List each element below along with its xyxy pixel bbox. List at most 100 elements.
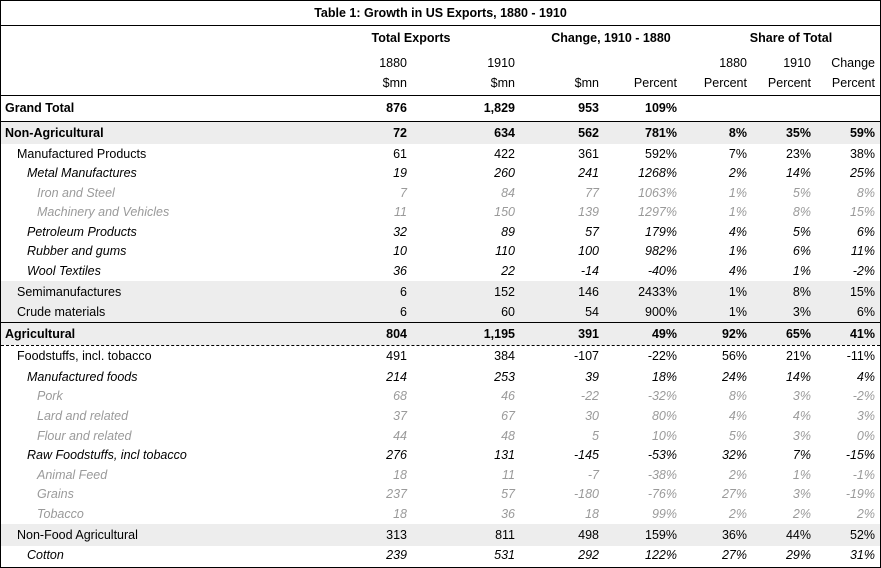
group-share: Share of Total — [749, 31, 833, 45]
cell-share-change: 4% — [856, 370, 875, 384]
cell-share-change: 31% — [849, 548, 875, 562]
table-row: Flour and related 44 48 5 10% 5% 3% 0% — [1, 426, 880, 446]
row-label: Manufactured Products — [17, 147, 147, 161]
cell-change-mn: 39 — [585, 370, 599, 384]
cell-change-mn: 498 — [578, 528, 599, 542]
cell-change-mn: 391 — [578, 327, 599, 341]
cell-share-1910: 5% — [792, 225, 811, 239]
cell-share-1910: 1% — [792, 264, 811, 278]
cell-share-1880: 32% — [721, 448, 747, 462]
table-row: Agricultural 804 1,195 391 49% 92% 65% 41% — [1, 322, 880, 345]
cell-change-pct: -53% — [647, 448, 677, 462]
cell-share-change: -2% — [852, 264, 875, 278]
cell-share-1880: 7% — [728, 147, 747, 161]
cell-1880: 237 — [386, 487, 407, 501]
cell-change-pct: -40% — [647, 264, 677, 278]
cell-1880: 36 — [393, 264, 407, 278]
cell-1880: 19 — [393, 166, 407, 180]
row-label: Non-Food Agricultural — [17, 528, 138, 542]
cell-1910: 22 — [501, 264, 515, 278]
table-row: Raw Foodstuffs, incl tobacco 276 131 -145 -5… — [1, 446, 880, 465]
col-unit-share-change: Percent — [831, 76, 875, 90]
cell-change-pct: 1268% — [638, 166, 677, 180]
row-label: Non-Agricultural — [5, 126, 104, 140]
table-row: Grains 237 57 -180 -76% 27% 3% -19% — [1, 485, 880, 504]
cell-share-1880: 8% — [728, 389, 747, 403]
cell-1880: 18 — [393, 507, 407, 521]
cell-1880: 6 — [400, 285, 407, 299]
cell-1880: 276 — [386, 448, 407, 462]
cell-1910: 131 — [494, 448, 515, 462]
row-label: Lard and related — [37, 409, 129, 423]
cell-change-pct: 900% — [645, 305, 677, 319]
cell-share-change: -1% — [852, 468, 875, 482]
table-row: Rubber and gums 10 110 100 982% 1% 6% 11% — [1, 242, 880, 261]
cell-share-1880: 2% — [728, 166, 747, 180]
col-unit-1880: $mn — [382, 76, 407, 90]
cell-1880: 7 — [400, 186, 407, 200]
cell-share-1910: 1% — [792, 468, 811, 482]
cell-share-1880: 27% — [721, 487, 747, 501]
cell-1910: 36 — [501, 507, 515, 521]
cell-share-1910: 21% — [785, 349, 811, 363]
table-row: Petroleum Products 32 89 57 179% 4% 5% 6% — [1, 222, 880, 242]
cell-share-1880: 27% — [721, 548, 747, 562]
cell-1880: 876 — [386, 101, 407, 115]
row-label: Iron and Steel — [37, 186, 115, 200]
cell-share-1910: 65% — [785, 327, 811, 341]
cell-1880: 491 — [386, 349, 407, 363]
cell-change-pct: 122% — [645, 548, 677, 562]
col-header-1910: 1910 — [487, 56, 515, 70]
cell-1880: 72 — [393, 126, 407, 140]
col-unit-change-pct: Percent — [633, 76, 677, 90]
cell-1910: 634 — [494, 126, 515, 140]
cell-share-change: -19% — [845, 487, 875, 501]
cell-1880: 32 — [393, 225, 407, 239]
row-label: Flour and related — [37, 429, 132, 443]
cell-share-change: 59% — [849, 126, 875, 140]
cell-1910: 150 — [494, 205, 515, 219]
cell-share-1880: 36% — [721, 528, 747, 542]
cell-share-1910: 8% — [792, 205, 811, 219]
cell-1910: 46 — [501, 389, 515, 403]
row-label: Wool Textiles — [27, 264, 101, 278]
cell-change-mn: 5 — [592, 429, 599, 443]
cell-share-1880: 24% — [721, 370, 747, 384]
cell-share-1880: 1% — [728, 205, 747, 219]
cell-change-pct: 592% — [645, 147, 677, 161]
cell-change-mn: 953 — [578, 101, 599, 115]
group-change: Change, 1910 - 1880 — [551, 31, 671, 45]
cell-change-pct: -22% — [647, 349, 677, 363]
table-row: Manufactured Products 61 422 361 592% 7% 23% 38… — [1, 144, 880, 164]
cell-change-mn: -145 — [573, 448, 599, 462]
table-row: Tobacco 18 36 18 99% 2% 2% 2% — [1, 504, 880, 524]
cell-1880: 10 — [393, 244, 407, 258]
cell-share-change: 15% — [849, 285, 875, 299]
cell-share-change: 3% — [856, 409, 875, 423]
cell-share-1880: 2% — [728, 507, 747, 521]
col-header-share-1910: 1910 — [783, 56, 811, 70]
cell-1880: 6 — [400, 305, 407, 319]
cell-share-1910: 6% — [792, 244, 811, 258]
row-label: Rubber and gums — [27, 244, 127, 258]
cell-1880: 11 — [394, 205, 407, 219]
cell-share-1910: 2% — [792, 507, 811, 521]
col-unit-share-1910: Percent — [767, 76, 811, 90]
group-total-exports: Total Exports — [371, 31, 451, 45]
cell-1880: 44 — [393, 429, 407, 443]
cell-change-mn: 241 — [578, 166, 599, 180]
cell-change-pct: 80% — [651, 409, 677, 423]
cell-change-mn: 77 — [585, 186, 599, 200]
cell-change-pct: -76% — [647, 487, 677, 501]
cell-1910: 60 — [501, 305, 515, 319]
cell-change-pct: 49% — [651, 327, 677, 341]
cell-change-mn: -7 — [587, 468, 599, 482]
cell-1880: 313 — [386, 528, 407, 542]
cell-change-mn: -14 — [580, 264, 599, 278]
cell-change-pct: 982% — [645, 244, 677, 258]
cell-1910: 57 — [501, 487, 515, 501]
cell-share-1910: 5% — [792, 186, 811, 200]
cell-1880: 214 — [386, 370, 407, 384]
cell-1880: 61 — [393, 147, 407, 161]
